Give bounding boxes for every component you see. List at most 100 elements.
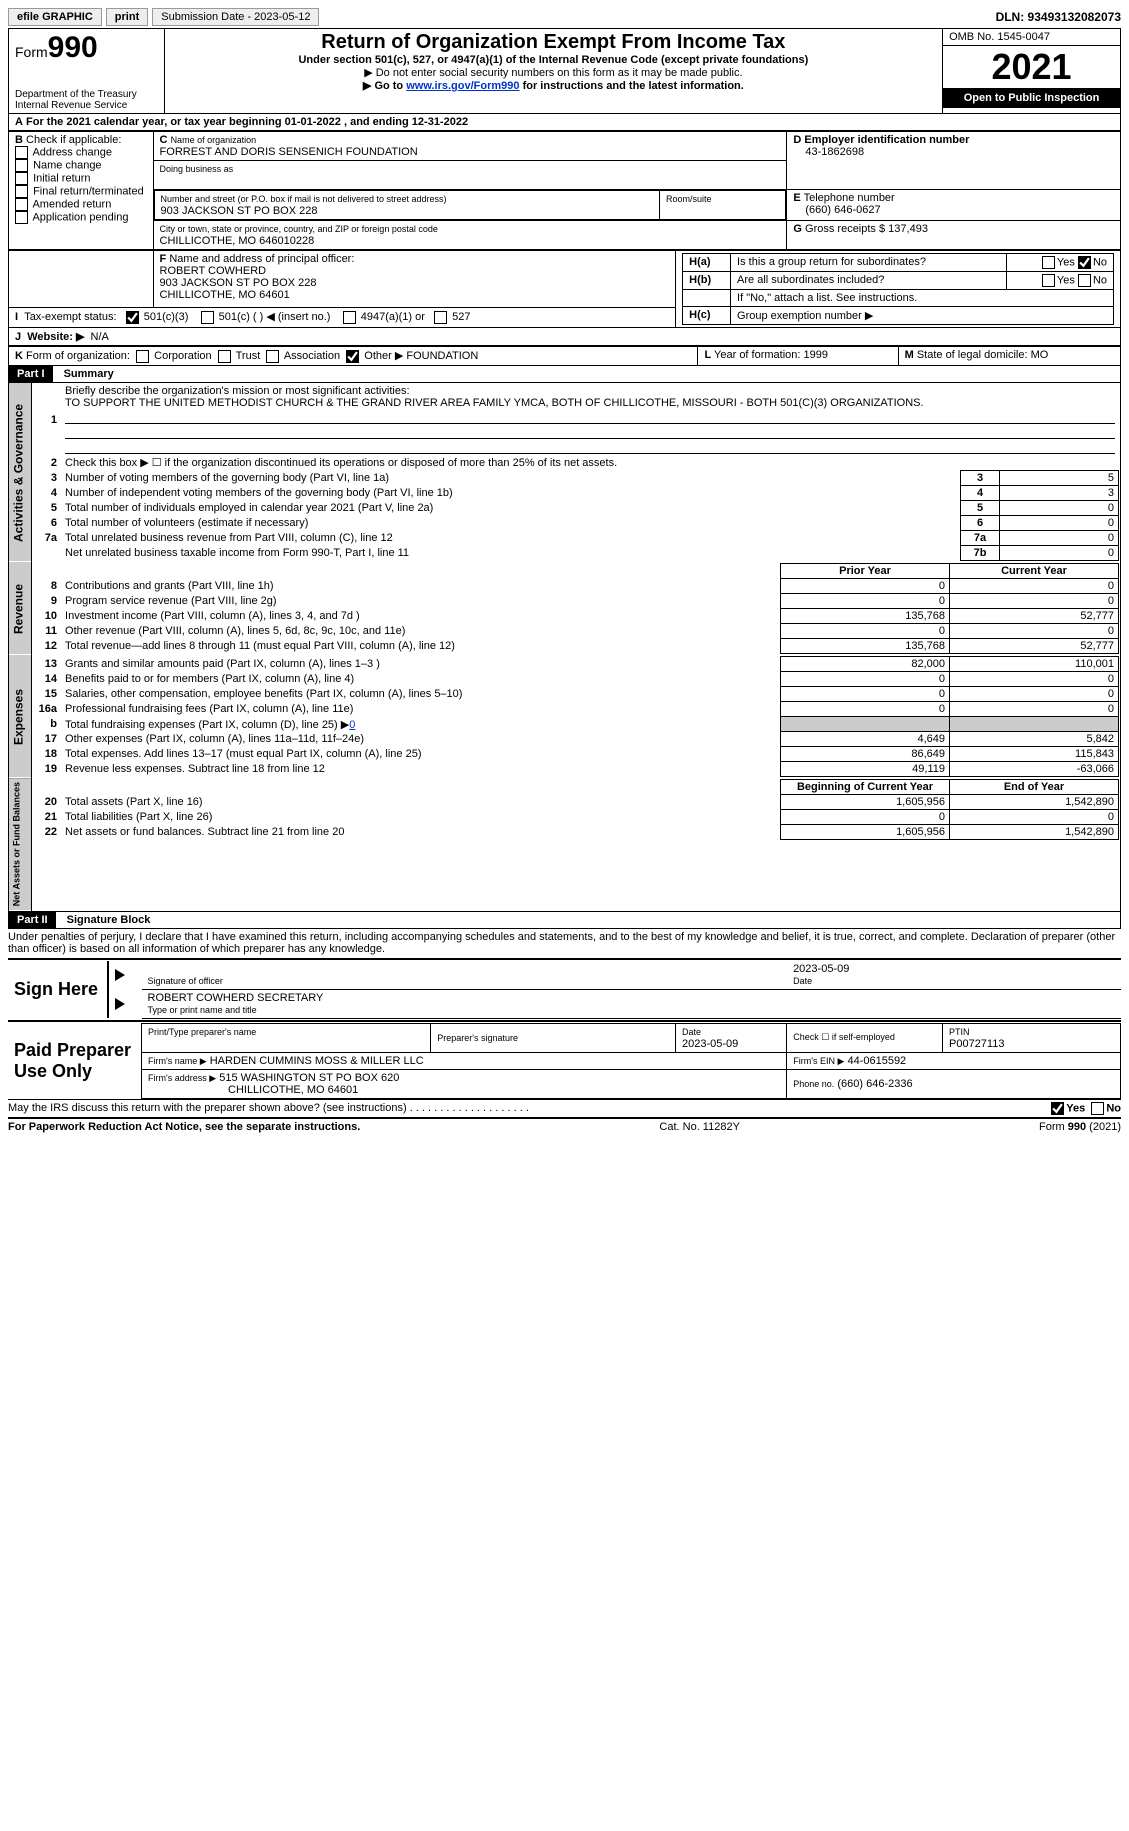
firm-addr-label: Firm's address ▶ (148, 1073, 216, 1083)
pp-sig-label: Preparer's signature (437, 1033, 518, 1043)
arrow-icon (115, 969, 125, 981)
dln: DLN: 93493132082073 (996, 10, 1121, 24)
line17-py: 4,649 (781, 732, 950, 747)
subtitle-1: Under section 501(c), 527, or 4947(a)(1)… (171, 54, 936, 66)
prior-year-hdr: Prior Year (781, 564, 950, 579)
line21-eoy: 0 (950, 810, 1119, 825)
app-pending-checkbox[interactable] (15, 211, 28, 224)
firm-addr2: CHILLICOTHE, MO 64601 (148, 1084, 358, 1096)
city-state-zip: CHILLICOTHE, MO 646010228 (160, 235, 315, 247)
hb-yes-checkbox[interactable] (1042, 274, 1055, 287)
amended-return-checkbox[interactable] (15, 198, 28, 211)
527-checkbox[interactable] (434, 311, 447, 324)
other-checkbox[interactable] (346, 350, 359, 363)
ptin-val: P00727113 (949, 1038, 1004, 1050)
line18-py: 86,649 (781, 747, 950, 762)
line3-val: 5 (1000, 471, 1119, 486)
trust-checkbox[interactable] (218, 350, 231, 363)
line14-label: Benefits paid to or for members (Part IX… (61, 672, 780, 687)
line17-cy: 5,842 (950, 732, 1119, 747)
kl-block: K Form of organization: Corporation Trus… (8, 346, 1121, 366)
line12-py: 135,768 (781, 639, 950, 654)
501c3-checkbox[interactable] (126, 311, 139, 324)
line15-cy: 0 (950, 687, 1119, 702)
line16a-label: Professional fundraising fees (Part IX, … (61, 702, 780, 717)
form-number: Form990 (15, 31, 158, 65)
firm-addr1: 515 WASHINGTON ST PO BOX 620 (219, 1072, 399, 1084)
line14-cy: 0 (950, 672, 1119, 687)
line8-py: 0 (781, 579, 950, 594)
phone-label: Phone no. (793, 1079, 834, 1089)
line19-label: Revenue less expenses. Subtract line 18 … (61, 762, 780, 777)
line21-label: Total liabilities (Part X, line 26) (61, 810, 780, 825)
hb-no-checkbox[interactable] (1078, 274, 1091, 287)
addr-change-checkbox[interactable] (15, 146, 28, 159)
line17-label: Other expenses (Part IX, column (A), lin… (61, 732, 780, 747)
hc-label: Group exemption number ▶ (731, 307, 1114, 325)
discuss-yes-checkbox[interactable] (1051, 1102, 1064, 1115)
discuss-no-checkbox[interactable] (1091, 1102, 1104, 1115)
b-label: Check if applicable: (26, 134, 121, 146)
part1-header: Part I (9, 366, 53, 382)
name-change-checkbox[interactable] (15, 159, 28, 172)
ptin-label: PTIN (949, 1027, 970, 1037)
line18-label: Total expenses. Add lines 13–17 (must eq… (61, 747, 780, 762)
line6-label: Total number of volunteers (estimate if … (61, 516, 960, 531)
i-label: Tax-exempt status: (24, 311, 116, 323)
year-formation: 1999 (804, 349, 828, 361)
line7b-val: 0 (1000, 546, 1119, 561)
vtab-netassets: Net Assets or Fund Balances (9, 778, 32, 911)
efile-button[interactable]: efile GRAPHIC (8, 8, 102, 26)
ha-yes-checkbox[interactable] (1042, 256, 1055, 269)
line10-py: 135,768 (781, 609, 950, 624)
ein: 43-1862698 (793, 146, 1114, 158)
form-title: Return of Organization Exempt From Incom… (171, 31, 936, 54)
print-button[interactable]: print (106, 8, 148, 26)
line21-bcy: 0 (781, 810, 950, 825)
line4-val: 3 (1000, 486, 1119, 501)
line11-label: Other revenue (Part VIII, column (A), li… (61, 624, 780, 639)
vtab-expenses: Expenses (9, 655, 32, 778)
line16b: Total fundraising expenses (Part IX, col… (61, 717, 780, 732)
arrow-icon (115, 998, 125, 1010)
final-return-checkbox[interactable] (15, 185, 28, 198)
omb-number: OMB No. 1545-0047 (943, 29, 1120, 46)
ha-no-checkbox[interactable] (1078, 256, 1091, 269)
firm-name-val: HARDEN CUMMINS MOSS & MILLER LLC (210, 1055, 424, 1067)
irs-link[interactable]: www.irs.gov/Form990 (406, 80, 519, 92)
line16a-cy: 0 (950, 702, 1119, 717)
officer-addr2: CHILLICOTHE, MO 64601 (160, 289, 290, 301)
vtab-revenue: Revenue (9, 562, 32, 655)
line13-py: 82,000 (781, 657, 950, 672)
fundraising-link[interactable]: 0 (349, 719, 355, 731)
line11-py: 0 (781, 624, 950, 639)
gross-receipts: 137,493 (888, 223, 928, 235)
mission-text: TO SUPPORT THE UNITED METHODIST CHURCH &… (65, 397, 924, 409)
officer-block: F Name and address of principal officer:… (8, 250, 1121, 328)
line5-val: 0 (1000, 501, 1119, 516)
line12-cy: 52,777 (950, 639, 1119, 654)
cat-no: Cat. No. 11282Y (659, 1121, 740, 1133)
submission-date: Submission Date - 2023-05-12 (152, 8, 319, 26)
vtab-activities: Activities & Governance (9, 383, 32, 562)
h-note: If "No," attach a list. See instructions… (731, 290, 1114, 307)
org-name: FORREST AND DORIS SENSENICH FOUNDATION (160, 146, 418, 158)
state-domicile: MO (1031, 349, 1049, 361)
top-bar: efile GRAPHIC print Submission Date - 20… (8, 8, 1121, 26)
line19-py: 49,119 (781, 762, 950, 777)
initial-return-checkbox[interactable] (15, 172, 28, 185)
corp-checkbox[interactable] (136, 350, 149, 363)
ha-label: Is this a group return for subordinates? (731, 254, 1007, 272)
line9-py: 0 (781, 594, 950, 609)
paid-preparer-block: Paid Preparer Use Only Print/Type prepar… (8, 1023, 1121, 1099)
firm-ein-val: 44-0615592 (847, 1055, 906, 1067)
line15-py: 0 (781, 687, 950, 702)
line22-bcy: 1,605,956 (781, 825, 950, 840)
line18-cy: 115,843 (950, 747, 1119, 762)
assoc-checkbox[interactable] (266, 350, 279, 363)
firm-name-label: Firm's name ▶ (148, 1056, 207, 1066)
line12-label: Total revenue—add lines 8 through 11 (mu… (61, 639, 780, 654)
501c-checkbox[interactable] (201, 311, 214, 324)
sign-here-block: Sign Here Signature of officer 2023-05-0… (8, 961, 1121, 1019)
4947-checkbox[interactable] (343, 311, 356, 324)
